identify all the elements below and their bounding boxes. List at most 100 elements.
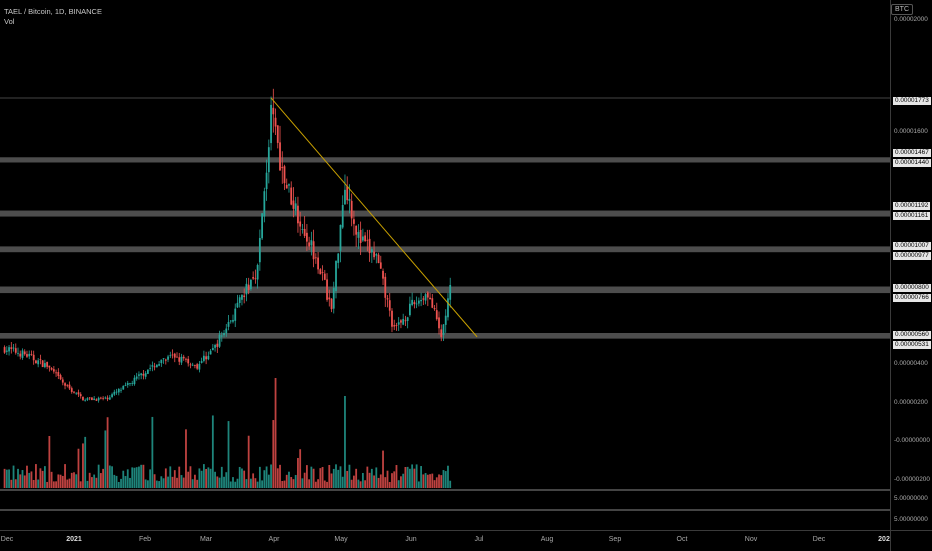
candle-body[interactable] — [250, 279, 252, 290]
candle-body[interactable] — [207, 355, 210, 360]
candle-body[interactable] — [312, 241, 315, 260]
candle-body[interactable] — [379, 262, 382, 269]
candle-body[interactable] — [64, 383, 66, 386]
candle-body[interactable] — [171, 354, 174, 356]
candle-body[interactable] — [328, 297, 331, 300]
candle-body[interactable] — [104, 397, 107, 399]
candle-body[interactable] — [173, 353, 176, 358]
candle-body[interactable] — [314, 257, 317, 259]
candle-body[interactable] — [10, 347, 13, 349]
candle-body[interactable] — [108, 397, 111, 400]
candle-body[interactable] — [232, 319, 234, 322]
candle-body[interactable] — [144, 373, 147, 377]
candle-body[interactable] — [429, 297, 431, 300]
candle-body[interactable] — [55, 372, 57, 374]
candle-body[interactable] — [444, 315, 447, 325]
candle-body[interactable] — [158, 364, 160, 366]
candle-body[interactable] — [43, 363, 46, 368]
candle-body[interactable] — [285, 184, 288, 189]
candle-body[interactable] — [115, 391, 118, 393]
candle-body[interactable] — [279, 142, 281, 171]
candle-body[interactable] — [82, 396, 84, 401]
candle-body[interactable] — [299, 221, 302, 227]
candle-body[interactable] — [5, 350, 8, 352]
candle-body[interactable] — [234, 308, 237, 321]
candle-body[interactable] — [106, 397, 109, 400]
candle-body[interactable] — [167, 356, 169, 360]
descending-trendline[interactable] — [270, 97, 478, 338]
support-resistance-zone[interactable] — [0, 157, 890, 163]
candle-body[interactable] — [191, 364, 194, 366]
candle-body[interactable] — [406, 317, 409, 321]
candle-body[interactable] — [297, 205, 299, 224]
candle-body[interactable] — [79, 394, 82, 397]
candle-body[interactable] — [301, 229, 304, 230]
candle-body[interactable] — [205, 356, 208, 360]
candle-body[interactable] — [229, 320, 232, 322]
candle-body[interactable] — [73, 391, 75, 393]
candle-body[interactable] — [348, 198, 351, 201]
candle-body[interactable] — [254, 278, 257, 280]
candle-body[interactable] — [346, 186, 349, 201]
candle-body[interactable] — [368, 238, 371, 254]
support-resistance-zone[interactable] — [0, 210, 890, 217]
candle-body[interactable] — [185, 358, 187, 360]
candle-body[interactable] — [187, 358, 190, 364]
candle-body[interactable] — [176, 356, 178, 358]
candle-body[interactable] — [353, 219, 355, 224]
candle-body[interactable] — [263, 191, 266, 217]
candle-body[interactable] — [395, 325, 398, 327]
candle-body[interactable] — [155, 364, 158, 368]
candle-body[interactable] — [388, 300, 391, 311]
candle-body[interactable] — [290, 187, 293, 205]
candle-body[interactable] — [370, 249, 373, 253]
candle-body[interactable] — [303, 228, 306, 236]
candle-body[interactable] — [366, 239, 369, 241]
candle-body[interactable] — [52, 369, 55, 372]
candle-body[interactable] — [350, 200, 353, 219]
candle-body[interactable] — [102, 397, 105, 399]
candle-body[interactable] — [117, 389, 120, 393]
candle-body[interactable] — [50, 368, 53, 370]
candle-body[interactable] — [265, 172, 268, 190]
candle-body[interactable] — [382, 270, 384, 279]
candle-body[interactable] — [319, 269, 322, 275]
candle-body[interactable] — [335, 260, 337, 291]
candle-body[interactable] — [95, 399, 98, 401]
candle-body[interactable] — [341, 205, 344, 228]
candle-body[interactable] — [211, 348, 214, 351]
candle-body[interactable] — [162, 358, 165, 359]
candle-body[interactable] — [19, 353, 22, 357]
candle-body[interactable] — [411, 299, 414, 305]
candle-body[interactable] — [326, 279, 328, 300]
candle-body[interactable] — [218, 334, 221, 347]
candle-body[interactable] — [317, 257, 319, 270]
candle-body[interactable] — [305, 232, 308, 242]
candle-body[interactable] — [140, 373, 143, 376]
candle-body[interactable] — [59, 375, 62, 380]
candle-body[interactable] — [131, 383, 134, 384]
candle-body[interactable] — [332, 287, 335, 309]
candle-body[interactable] — [449, 285, 452, 300]
candle-body[interactable] — [270, 104, 272, 144]
candle-body[interactable] — [442, 324, 445, 335]
candle-body[interactable] — [30, 354, 33, 355]
candle-body[interactable] — [14, 348, 17, 353]
candle-body[interactable] — [404, 320, 407, 322]
candle-body[interactable] — [364, 235, 367, 242]
candle-body[interactable] — [66, 384, 69, 386]
candle-body[interactable] — [310, 240, 313, 246]
candle-body[interactable] — [41, 360, 44, 368]
candle-body[interactable] — [391, 310, 393, 327]
candle-body[interactable] — [245, 283, 248, 295]
candle-body[interactable] — [200, 361, 203, 363]
candle-body[interactable] — [344, 189, 346, 205]
candle-body[interactable] — [97, 397, 100, 401]
candle-body[interactable] — [209, 350, 212, 355]
candle-body[interactable] — [393, 325, 396, 327]
candle-body[interactable] — [361, 236, 364, 241]
candle-body[interactable] — [3, 347, 6, 353]
candle-body[interactable] — [447, 298, 449, 318]
candle-body[interactable] — [180, 356, 183, 363]
price-axis[interactable]: BTC 0.00002000 0.00001773 0.00001600 0.0… — [890, 0, 932, 530]
